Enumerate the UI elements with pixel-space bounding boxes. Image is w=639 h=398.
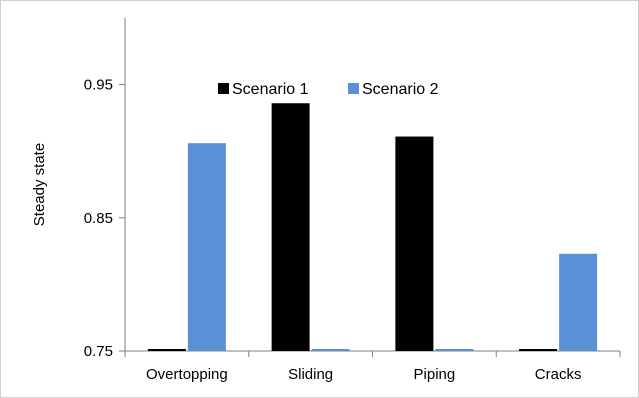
bar (187, 143, 226, 351)
chart-legend: Scenario 1 Scenario 2 (218, 81, 439, 98)
bar (271, 103, 310, 351)
bar (395, 136, 434, 351)
bar (311, 349, 350, 351)
chart-bars (147, 103, 598, 351)
y-tick-labels: 0.75 0.85 0.95 (84, 77, 113, 360)
y-axis-label: Steady state (31, 143, 48, 226)
legend-label: Scenario 2 (362, 81, 439, 98)
bar (559, 253, 598, 351)
x-tick-label: Cracks (535, 366, 582, 383)
x-tick-label: Piping (414, 366, 456, 383)
legend-swatch (348, 83, 359, 94)
y-tick-label: 0.75 (84, 343, 113, 360)
y-tick-label: 0.95 (84, 77, 113, 94)
x-tick-label: Sliding (288, 366, 333, 383)
x-tick-label: Overtopping (146, 366, 228, 383)
legend-label: Scenario 1 (232, 81, 309, 98)
bar (147, 349, 186, 351)
legend-swatch (218, 83, 229, 94)
bar (519, 349, 558, 351)
bar (435, 349, 474, 351)
y-tick-label: 0.85 (84, 210, 113, 227)
x-tick-labels: Overtopping Sliding Piping Cracks (146, 366, 581, 383)
